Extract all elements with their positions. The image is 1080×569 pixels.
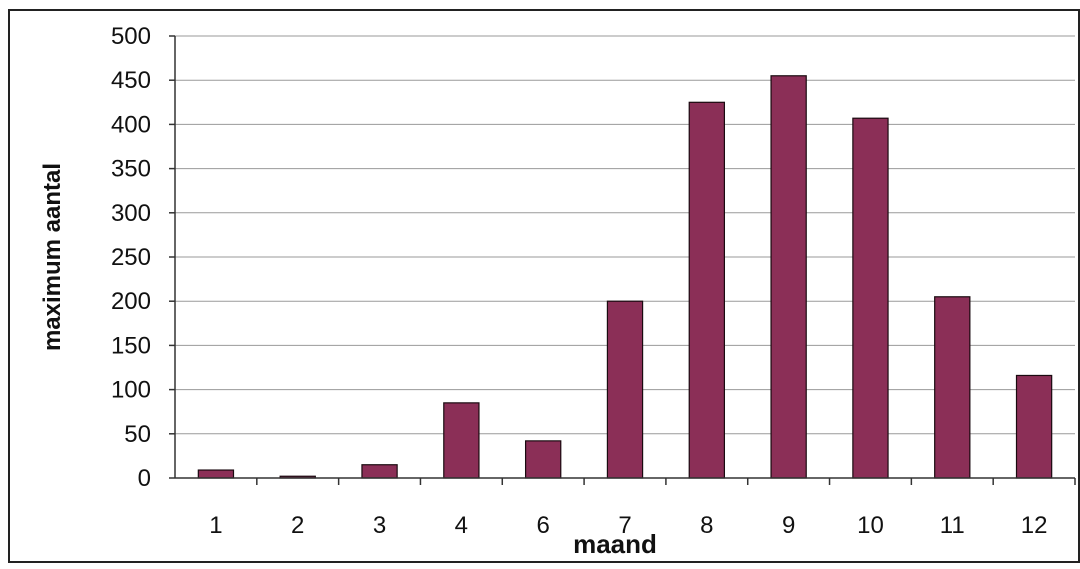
bar-7	[606, 300, 644, 479]
x-tick-label: 8	[700, 512, 713, 539]
chart-border	[8, 9, 1080, 563]
y-tick-labels: 0 50 100 150 200 250 300 350 400 450 500	[111, 23, 175, 492]
y-tick-label: 250	[111, 244, 151, 271]
gridlines	[175, 35, 1075, 435]
bar-1	[197, 469, 235, 479]
y-axis-label: maximum aantal	[39, 163, 66, 351]
bar-4	[443, 402, 480, 479]
x-tick-label: 6	[537, 512, 550, 539]
x-tick-label: 10	[857, 512, 884, 539]
y-tick-label: 450	[111, 67, 151, 94]
bar-3	[361, 464, 398, 479]
y-tick-label: 150	[111, 332, 151, 359]
bar-12	[1015, 374, 1053, 479]
y-tick-label: 50	[124, 421, 151, 448]
x-tick-label: 7	[618, 512, 631, 539]
bars	[197, 75, 1053, 479]
y-tick-label: 400	[111, 111, 151, 138]
x-tick-label: 4	[455, 512, 468, 539]
x-tick-label: 1	[209, 512, 222, 539]
bar-11	[934, 296, 971, 479]
x-tick-label: 11	[940, 512, 965, 539]
y-tick-label: 0	[138, 465, 151, 492]
y-tick-label: 300	[111, 200, 151, 227]
y-tick-label: 350	[111, 156, 151, 183]
x-axis-label: maand	[573, 529, 657, 559]
y-tick-label: 100	[111, 377, 151, 404]
bar-9	[770, 75, 807, 479]
bar-6	[524, 440, 562, 479]
x-tick-label: 12	[1021, 512, 1048, 539]
bar-10	[852, 117, 889, 479]
x-tick-labels: 1 2 3 4 6 7 8 9 10 11 12	[209, 478, 1076, 539]
y-tick-label: 500	[111, 23, 151, 50]
x-tick-label: 3	[373, 512, 386, 539]
bar-8	[688, 101, 726, 479]
x-tick-label: 2	[291, 512, 304, 539]
x-tick-label: 9	[782, 512, 795, 539]
y-tick-label: 200	[111, 288, 151, 315]
